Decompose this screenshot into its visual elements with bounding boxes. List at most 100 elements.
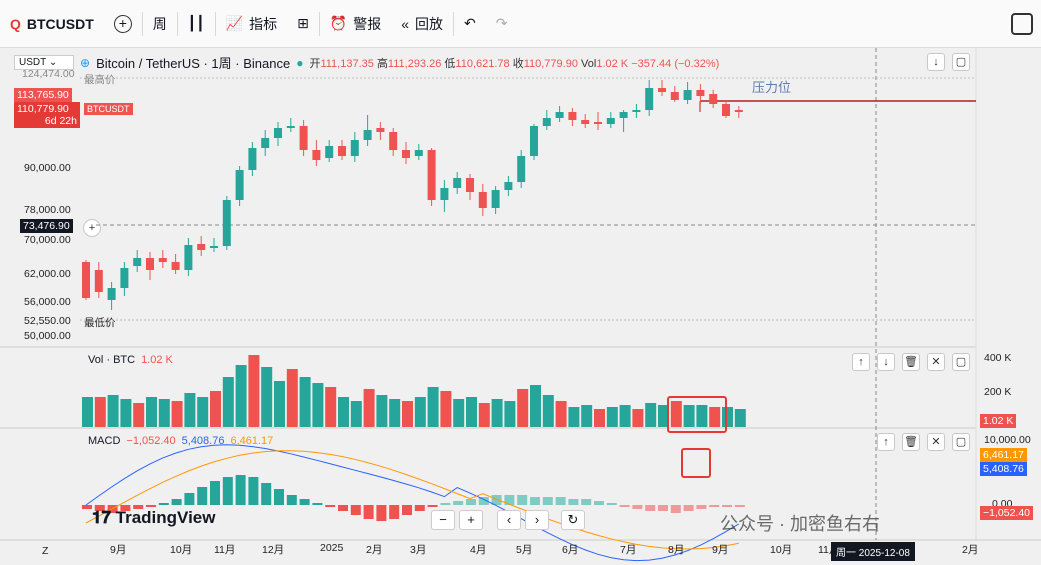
macd-histogram-bar	[581, 499, 592, 505]
candle	[261, 138, 270, 148]
macd-histogram-bar	[632, 505, 643, 509]
volume-bar	[299, 377, 311, 427]
low-marker-label: 最低价	[84, 317, 116, 329]
price-tick: 50,000.00	[24, 330, 71, 342]
add-order-button[interactable]: +	[83, 219, 101, 237]
redo-button[interactable]: ↷	[486, 0, 518, 47]
price-tick: 70,000.00	[24, 234, 71, 246]
alert-button[interactable]: ⏰ 警报	[320, 0, 391, 47]
candle	[619, 112, 628, 118]
volume-bar	[414, 397, 426, 427]
volume-bar	[555, 401, 567, 427]
maximize-vol-button[interactable]: ▢	[952, 353, 970, 371]
macd-histogram-bar	[734, 505, 745, 507]
macd-histogram-bar	[555, 497, 566, 505]
volume-bar	[440, 391, 452, 427]
candle	[338, 146, 346, 156]
macd-up-button[interactable]: ↑	[877, 433, 895, 451]
pane-up-button[interactable]: ↑	[852, 353, 870, 371]
time-tick: 4月	[470, 544, 487, 556]
crosshair-time: 周一 2025-12-08	[831, 542, 915, 561]
time-tick: 5月	[516, 544, 533, 556]
volume-bar	[696, 405, 708, 427]
candle	[312, 150, 321, 160]
candle	[670, 92, 679, 100]
interval-button[interactable]: 周	[143, 0, 177, 47]
time-tick: 8月	[668, 544, 685, 556]
undo-icon: ↶	[464, 15, 476, 31]
timezone-label: Z	[42, 545, 49, 557]
candle	[235, 170, 244, 200]
macd-histogram-bar	[491, 495, 502, 505]
add-icon: +	[113, 14, 132, 33]
fullscreen-button[interactable]	[1011, 13, 1033, 35]
symbol-label: BTCUSDT	[26, 15, 94, 32]
volume-bar	[363, 389, 375, 427]
macd-histogram-bar	[338, 505, 348, 511]
macd-delete-button[interactable]: 🗑	[902, 433, 920, 451]
volume-bar	[235, 365, 247, 427]
candles	[82, 80, 743, 310]
candle	[427, 150, 436, 200]
chart-type-button[interactable]: ┃┃	[178, 0, 215, 47]
indicators-icon: 📈	[225, 15, 244, 31]
volume-bar	[517, 389, 529, 427]
currency-select[interactable]: USDT ⌄	[14, 55, 74, 70]
macd-maximize-button[interactable]: ▢	[952, 433, 970, 451]
indicators-label: 指标	[249, 15, 278, 32]
candle	[171, 262, 180, 270]
candle	[133, 258, 142, 266]
volume-bar	[248, 355, 260, 427]
candle	[94, 270, 103, 292]
zoom-in-button[interactable]: +	[459, 510, 483, 530]
maximize-pane-button[interactable]: ▢	[952, 53, 970, 71]
replay-label: 回放	[415, 15, 444, 32]
scroll-right-button[interactable]: ›	[525, 510, 549, 530]
undo-button[interactable]: ↶	[454, 0, 486, 47]
macd-histogram-bar	[146, 505, 156, 507]
candles-icon: ┃┃	[187, 15, 205, 31]
signal-line	[85, 450, 739, 550]
compare-button[interactable]: +	[104, 0, 142, 47]
volume-bar	[184, 393, 196, 427]
macd-histogram-bar	[530, 497, 540, 505]
pane-down-button[interactable]: ↓	[877, 353, 895, 371]
macd-series	[82, 444, 745, 562]
macd-histogram-bar	[568, 499, 579, 505]
symbol-search[interactable]: Q BTCUSDT	[0, 0, 104, 47]
candle	[197, 244, 206, 250]
candle	[466, 178, 474, 192]
volume-bar	[171, 401, 183, 427]
top-price-label: 124,474.00	[22, 68, 75, 80]
delete-pane-button[interactable]: 🗑	[902, 353, 920, 371]
macd-histogram-bar	[82, 505, 92, 509]
replay-button[interactable]: « 回放	[391, 0, 453, 47]
candle	[402, 150, 410, 158]
scroll-left-button[interactable]: ‹	[497, 510, 521, 530]
candle	[274, 128, 282, 138]
time-tick: 3月	[410, 544, 427, 556]
candle	[517, 156, 526, 182]
macd-collapse-button[interactable]: ✕	[927, 433, 945, 451]
volume-bar	[427, 387, 439, 427]
time-tick: 2月	[962, 544, 979, 556]
candle	[658, 88, 666, 92]
macd-histogram-bar	[466, 499, 476, 505]
zoom-out-button[interactable]: −	[431, 510, 455, 530]
time-tick: 10月	[170, 544, 193, 556]
volume-bar	[632, 409, 644, 427]
reset-button[interactable]: ↻	[561, 510, 585, 530]
time-tick: 2025	[320, 542, 344, 554]
macd-histogram-bar	[235, 475, 246, 505]
volume-bar	[350, 401, 362, 427]
indicators-button[interactable]: 📈 指标	[216, 0, 287, 47]
volume-bars	[82, 355, 746, 427]
macd-histogram-bar	[427, 505, 438, 507]
scroll-down-button[interactable]: ↓	[927, 53, 945, 71]
macd-histogram-bar	[94, 505, 105, 511]
macd-histogram-bar	[606, 503, 617, 505]
layouts-button[interactable]: ⊞	[287, 0, 319, 47]
collapse-pane-button[interactable]: ✕	[927, 353, 945, 371]
time-tick: 2月	[366, 544, 383, 556]
